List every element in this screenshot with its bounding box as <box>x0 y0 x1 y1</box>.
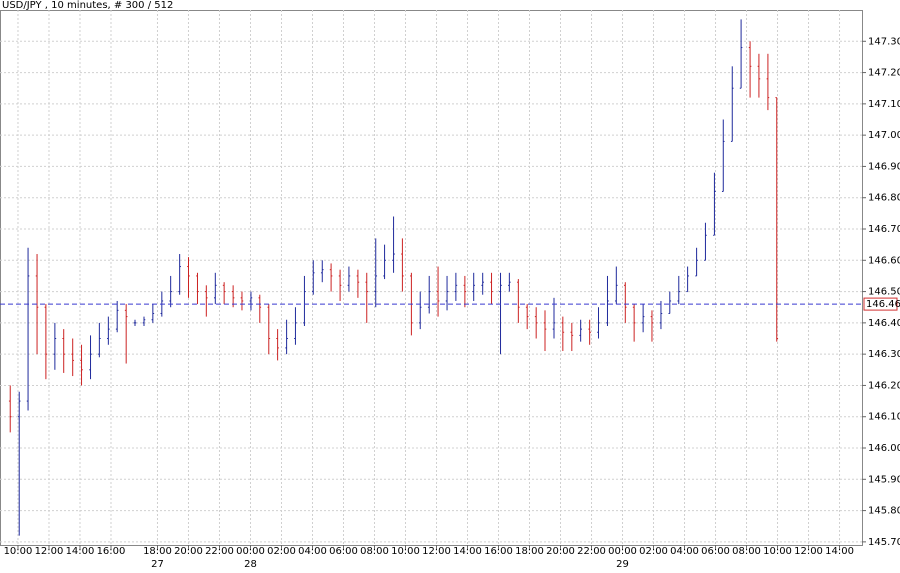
y-tick-label: 146.40 <box>868 318 900 329</box>
x-tick-label: 08:00 <box>732 546 761 557</box>
x-tick-label: 16:00 <box>97 546 126 557</box>
x-tick-label: 08:00 <box>360 546 389 557</box>
y-tick-label: 146.50 <box>868 287 900 298</box>
x-tick-label: 14:00 <box>66 546 95 557</box>
x-tick-label: 20:00 <box>174 546 203 557</box>
y-tick-label: 147.10 <box>868 99 900 110</box>
y-tick-label: 147.20 <box>868 68 900 79</box>
x-tick-label: 18:00 <box>143 546 172 557</box>
plot-frame <box>0 10 863 546</box>
x-tick-label: 02:00 <box>639 546 668 557</box>
x-tick-label: 06:00 <box>329 546 358 557</box>
x-tick-label: 14:00 <box>453 546 482 557</box>
chart-title: USD/JPY , 10 minutes, # 300 / 512 <box>2 0 173 11</box>
x-tick-label: 12:00 <box>35 546 64 557</box>
y-tick-label: 145.70 <box>868 537 900 548</box>
last-price-box <box>863 297 898 311</box>
y-tick-label: 146.00 <box>868 443 900 454</box>
x-tick-label: 20:00 <box>546 546 575 557</box>
x-tick-label: 10:00 <box>4 546 33 557</box>
x-tick-label: 00:00 <box>608 546 637 557</box>
x-tick-label: 04:00 <box>298 546 327 557</box>
x-tick-label: 14:00 <box>825 546 854 557</box>
x-tick-label: 12:00 <box>794 546 823 557</box>
y-tick-label: 146.30 <box>868 349 900 360</box>
y-tick-label: 147.00 <box>868 130 900 141</box>
x-tick-label: 12:00 <box>422 546 451 557</box>
day-label: 28 <box>244 559 257 570</box>
y-tick-label: 145.80 <box>868 506 900 517</box>
y-tick-label: 146.20 <box>868 380 900 391</box>
x-tick-label: 22:00 <box>205 546 234 557</box>
y-tick-label: 145.90 <box>868 474 900 485</box>
x-tick-label: 22:00 <box>577 546 606 557</box>
x-tick-label: 02:00 <box>267 546 296 557</box>
x-tick-label: 06:00 <box>701 546 730 557</box>
x-tick-label: 00:00 <box>236 546 265 557</box>
day-label: 27 <box>151 559 164 570</box>
day-label: 29 <box>616 559 629 570</box>
y-tick-label: 146.80 <box>868 193 900 204</box>
y-tick-label: 146.60 <box>868 255 900 266</box>
y-tick-label: 146.70 <box>868 224 900 235</box>
x-tick-label: 16:00 <box>484 546 513 557</box>
x-tick-label: 10:00 <box>763 546 792 557</box>
x-tick-label: 04:00 <box>670 546 699 557</box>
y-tick-label: 146.90 <box>868 161 900 172</box>
y-tick-label: 147.30 <box>868 36 900 47</box>
x-tick-label: 18:00 <box>515 546 544 557</box>
last-price-label: 146.46 <box>866 299 900 310</box>
x-tick-label: 10:00 <box>391 546 420 557</box>
y-tick-label: 146.10 <box>868 412 900 423</box>
